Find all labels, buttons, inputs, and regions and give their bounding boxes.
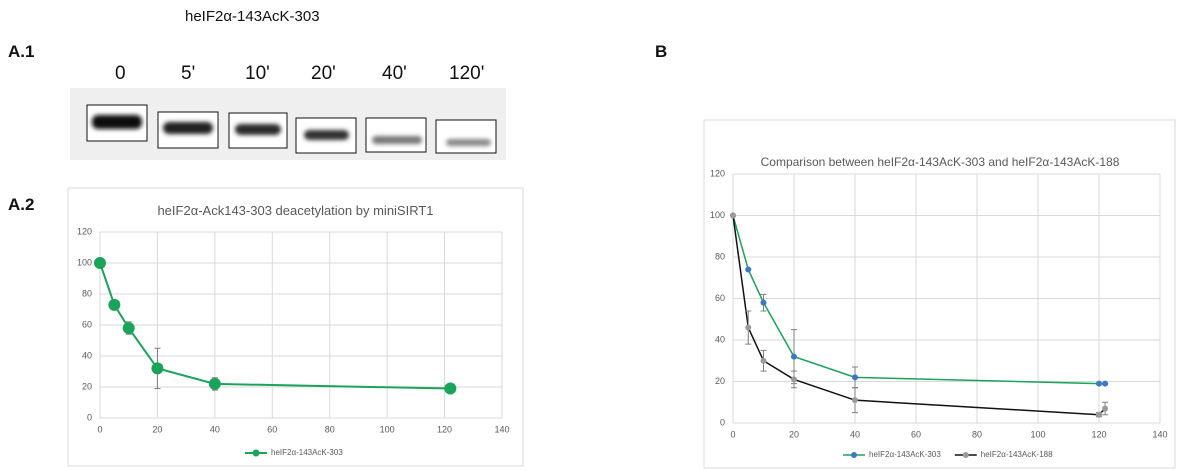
x-tick-label: 0 (97, 424, 102, 434)
marker (151, 362, 164, 375)
marker (852, 397, 858, 404)
x-tick-label: 60 (911, 429, 921, 439)
western-blot (70, 88, 506, 160)
marker (791, 376, 797, 383)
y-tick-label: 80 (82, 288, 92, 298)
lane-label: 10' (245, 63, 270, 84)
y-tick-label: 80 (715, 251, 725, 261)
x-tick-label: 20 (789, 429, 799, 439)
chart-frame (703, 119, 1176, 469)
marker (791, 353, 797, 360)
x-tick-label: 100 (1030, 429, 1045, 439)
chart-title: heIF2α-Ack143-303 deacetylation by miniS… (157, 203, 434, 218)
legend-label: heIF2α-143AcK-188 (981, 450, 1053, 459)
y-tick-label: 100 (77, 257, 92, 267)
x-tick-label: 140 (1152, 429, 1167, 439)
series-line (732, 215, 1106, 416)
y-tick-label: 120 (77, 226, 92, 236)
y-tick-label: 60 (715, 293, 725, 303)
marker (444, 382, 457, 395)
marker (1096, 411, 1102, 418)
x-tick-label: 60 (267, 424, 277, 434)
x-tick-label: 140 (494, 424, 509, 434)
blot-title: heIF2α-143AcK-303 (185, 8, 320, 25)
panel-label: A.1 (8, 42, 35, 61)
y-tick-label: 20 (715, 376, 725, 386)
lane-label: 40' (382, 63, 407, 84)
x-tick-label: 40 (210, 424, 220, 434)
y-tick-label: 60 (82, 319, 92, 329)
legend-label: heIF2α-143AcK-303 (271, 448, 343, 457)
marker (1102, 380, 1109, 387)
marker (1102, 405, 1109, 412)
x-tick-label: 120 (1091, 429, 1106, 439)
lane-label: 120' (449, 63, 485, 84)
legend-marker (851, 452, 857, 458)
lane-label: 5' (181, 63, 196, 84)
legend-marker (962, 452, 969, 458)
chart-title: Comparison between heIF2α-143AcK-303 and… (760, 155, 1120, 169)
panel-label: A.2 (8, 195, 35, 214)
marker (94, 257, 106, 269)
y-tick-label: 120 (710, 168, 725, 178)
lane-label: 0 (115, 63, 126, 84)
x-tick-label: 0 (730, 429, 735, 439)
y-tick-label: 100 (710, 210, 725, 220)
lane-label: 20' (311, 63, 336, 84)
series-line (732, 215, 1106, 385)
y-tick-label: 20 (82, 381, 92, 391)
chart-frame (67, 187, 524, 467)
marker (122, 322, 135, 335)
y-tick-label: 40 (82, 350, 92, 360)
x-tick-label: 80 (325, 424, 335, 434)
x-tick-label: 40 (850, 429, 860, 439)
series-line (99, 262, 451, 390)
marker (745, 324, 752, 331)
panel-label: B (655, 42, 668, 61)
marker (745, 266, 752, 273)
marker (760, 357, 767, 364)
y-tick-label: 40 (715, 334, 725, 344)
y-tick-label: 0 (720, 417, 725, 427)
marker (1096, 380, 1102, 387)
x-tick-label: 20 (152, 424, 162, 434)
x-tick-label: 100 (380, 424, 395, 434)
marker (208, 377, 221, 390)
marker (108, 298, 121, 311)
x-tick-label: 80 (972, 429, 982, 439)
legend-label: heIF2α-143AcK-303 (869, 450, 941, 459)
marker (852, 374, 858, 381)
marker (730, 212, 736, 219)
x-tick-label: 120 (437, 424, 452, 434)
marker (760, 299, 767, 306)
y-tick-label: 0 (87, 412, 92, 422)
legend-marker (252, 449, 260, 457)
